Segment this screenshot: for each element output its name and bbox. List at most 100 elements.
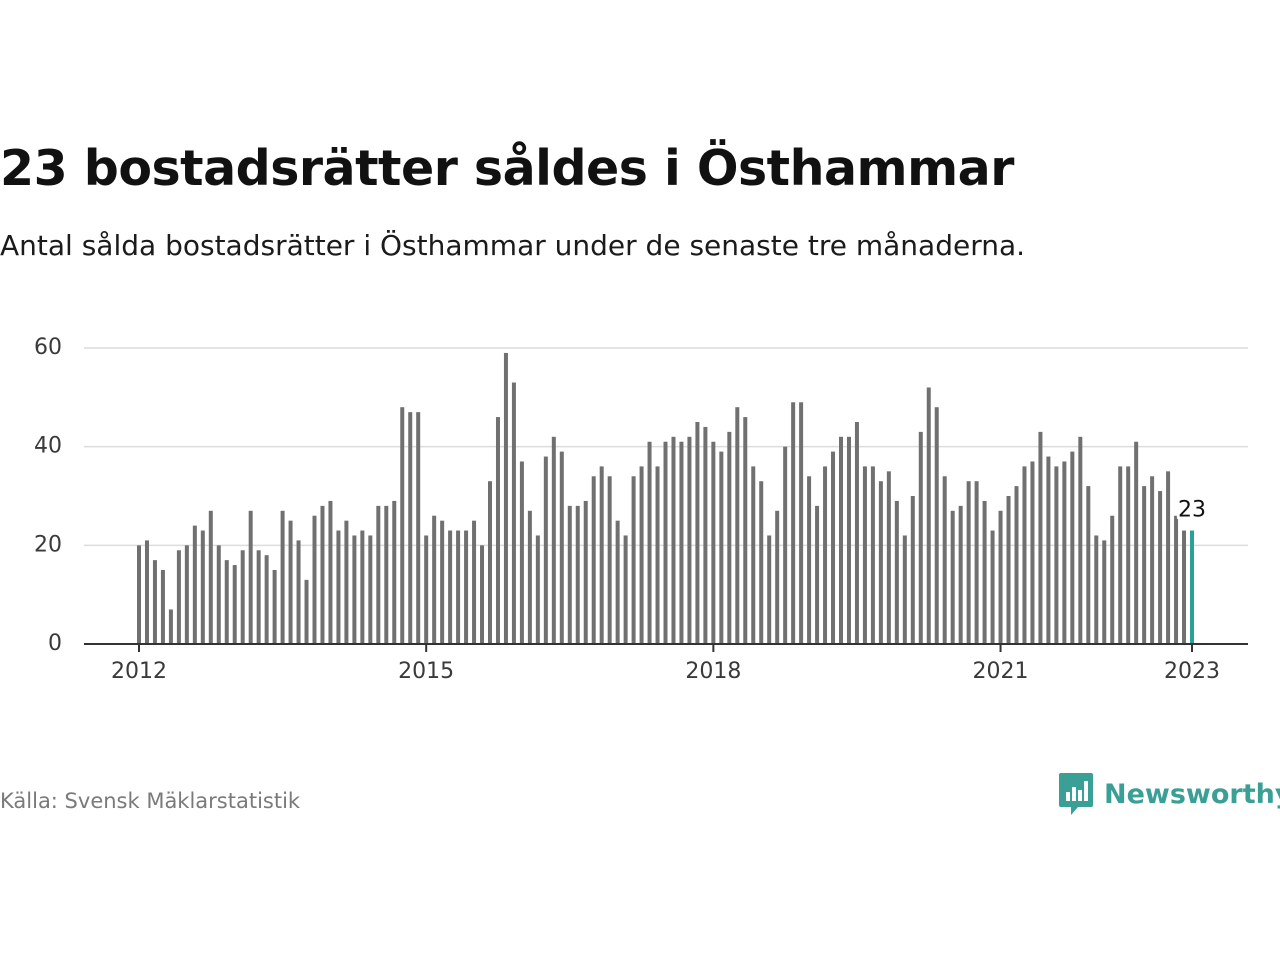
bar (1094, 535, 1099, 644)
chart-title: 23 bostadsrätter såldes i Östhammar (0, 140, 1014, 197)
bar (719, 451, 724, 644)
bar (495, 417, 500, 644)
bar (503, 352, 508, 644)
bar (408, 412, 413, 644)
bar (743, 417, 748, 644)
bar (775, 510, 780, 644)
bar (878, 481, 883, 644)
bar (1142, 486, 1147, 644)
bar (488, 481, 492, 644)
bars (137, 352, 1194, 644)
bar (671, 436, 676, 644)
x-tick-label: 2012 (111, 659, 167, 684)
bar (248, 510, 253, 644)
bar (783, 446, 788, 644)
bar (1086, 486, 1091, 644)
bar (1118, 466, 1123, 644)
bar (862, 466, 867, 644)
bar (184, 545, 189, 644)
bar (272, 570, 277, 644)
bar (1126, 466, 1131, 644)
bar (599, 466, 604, 644)
bar (216, 545, 221, 644)
bar (998, 510, 1003, 644)
bar (527, 510, 532, 644)
bar (543, 456, 548, 644)
bar (296, 540, 301, 644)
bar (759, 481, 764, 644)
bar (1062, 461, 1067, 644)
bar (567, 505, 572, 644)
bar (695, 422, 700, 644)
bar (320, 505, 325, 644)
bar (926, 387, 931, 644)
bar (1078, 436, 1083, 644)
bar-chart: 0 20 40 60 2012 2015 2018 2021 2023 23 (34, 335, 1248, 684)
bar (583, 500, 588, 644)
bar (831, 451, 836, 644)
bar (687, 436, 692, 644)
bar (176, 550, 181, 644)
bar (440, 520, 445, 644)
bar (679, 441, 684, 644)
bar (703, 426, 708, 644)
bar (934, 407, 939, 644)
bar (950, 510, 955, 644)
bar (846, 436, 851, 644)
bar (870, 466, 875, 644)
bar (910, 496, 915, 644)
bar (1110, 515, 1115, 644)
x-axis: 2012 2015 2018 2021 2023 (84, 643, 1248, 684)
bar (208, 510, 213, 644)
bar (168, 609, 173, 644)
bar (623, 535, 628, 644)
bar (144, 540, 149, 644)
brand-logo: Newsworthy (1058, 772, 1280, 816)
x-tick-label: 2018 (685, 659, 741, 684)
bar (1006, 496, 1011, 644)
bar (727, 431, 732, 644)
bar (559, 451, 564, 644)
bar (224, 560, 229, 644)
bar (607, 476, 612, 644)
bar (1158, 491, 1163, 644)
bar (511, 382, 516, 644)
bar (344, 520, 349, 644)
bar (280, 510, 285, 644)
bar (966, 481, 971, 644)
bar (464, 530, 469, 644)
bar (232, 565, 237, 644)
bar (312, 515, 317, 644)
bar (352, 535, 357, 644)
brand-name: Newsworthy (1104, 778, 1280, 810)
y-tick-label: 60 (34, 335, 62, 360)
bar (240, 550, 245, 644)
bar (1038, 431, 1043, 644)
bar (1030, 461, 1035, 644)
bar (551, 436, 556, 644)
bar (432, 515, 437, 644)
bar (519, 461, 524, 644)
bar (1150, 476, 1155, 644)
source-note: Källa: Svensk Mäklarstatistik (0, 789, 301, 813)
bar (368, 535, 373, 644)
bar (615, 520, 620, 644)
bar (1166, 471, 1171, 644)
bar (854, 422, 859, 644)
bar (799, 402, 804, 644)
bar (1102, 540, 1107, 644)
bar (711, 441, 716, 644)
bar (958, 505, 963, 644)
bar (974, 481, 979, 644)
bar (1014, 486, 1019, 644)
bar (839, 436, 843, 644)
bar (894, 500, 899, 644)
bar (823, 466, 828, 644)
bar (591, 476, 596, 644)
bar (1070, 451, 1075, 644)
y-tick-label: 40 (34, 434, 62, 459)
highlight-bar (1190, 530, 1194, 644)
bar (360, 530, 365, 644)
x-tick-label: 2021 (973, 659, 1029, 684)
bar (655, 466, 660, 644)
